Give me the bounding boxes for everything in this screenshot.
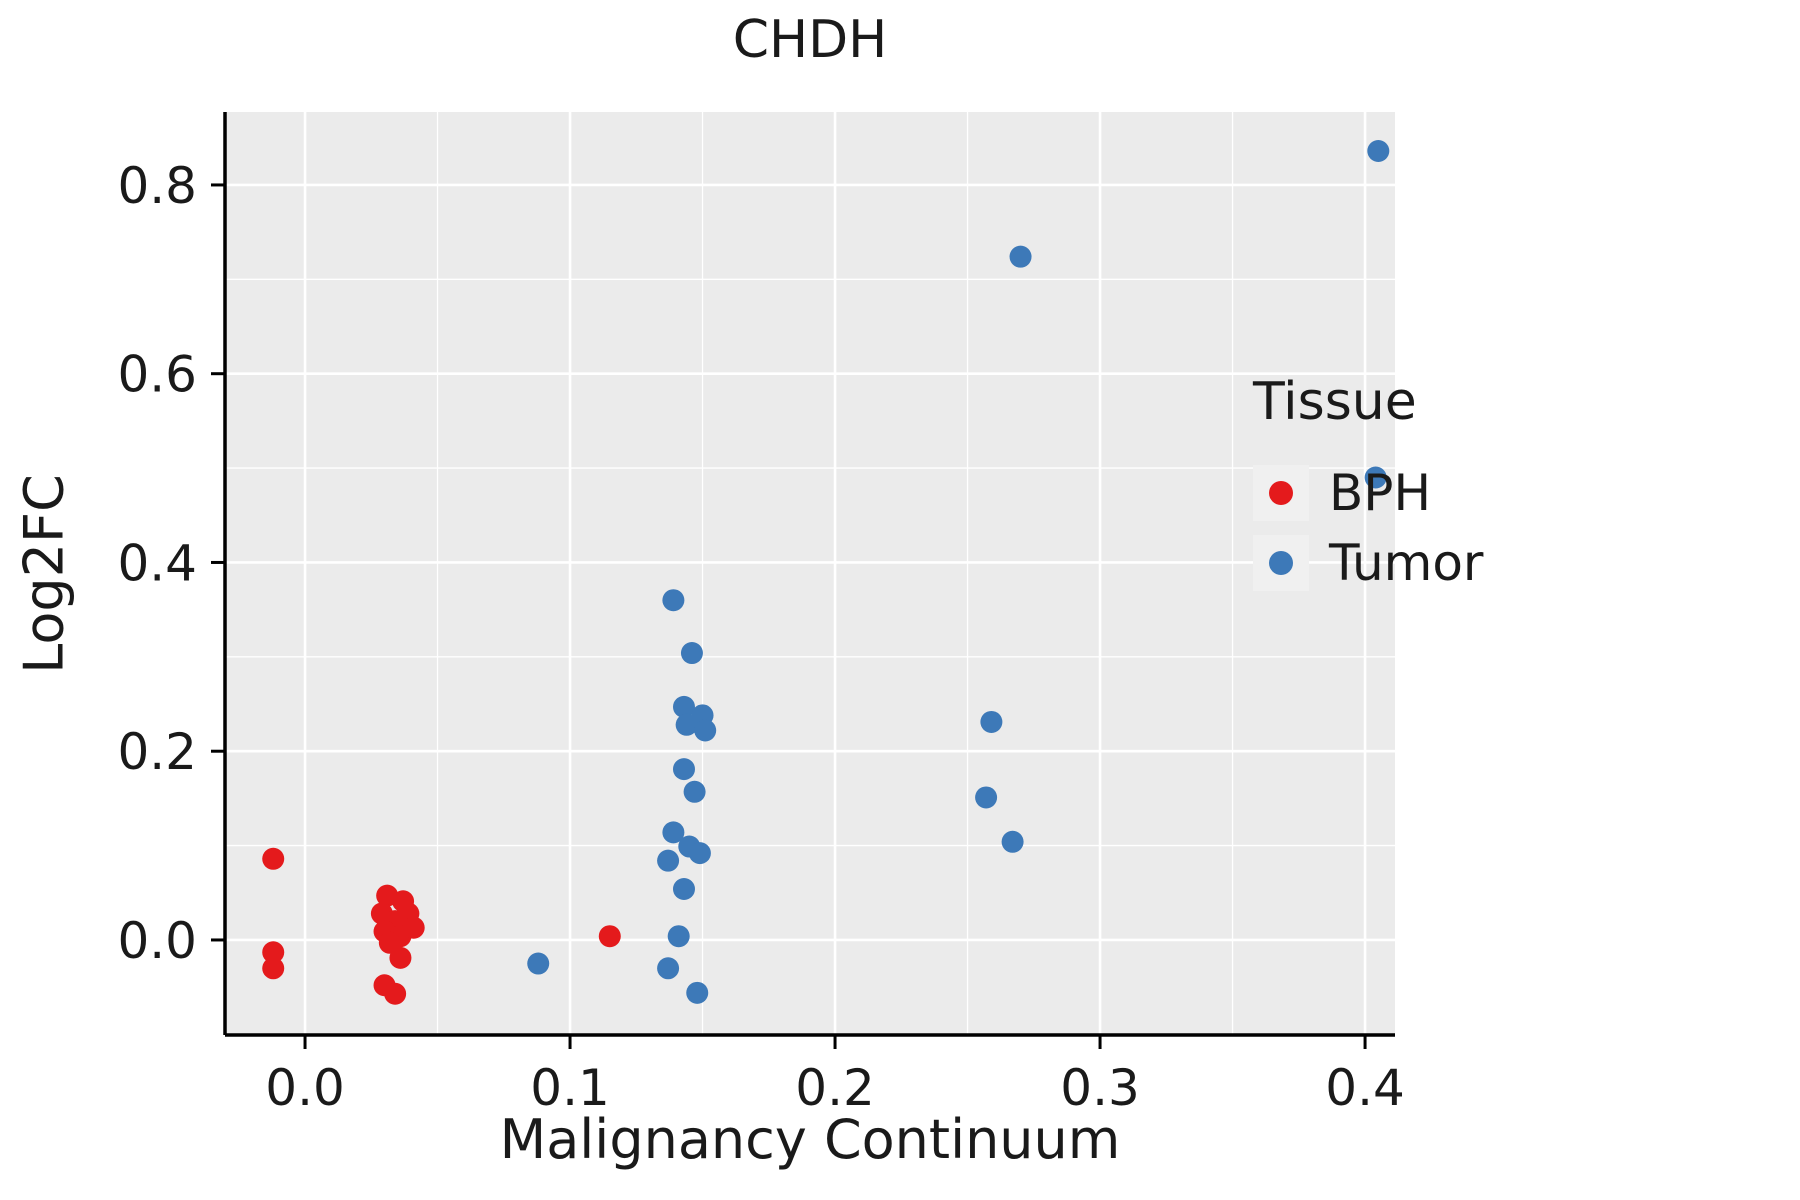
data-point-tumor: [662, 821, 685, 844]
data-point-tumor: [680, 642, 703, 665]
data-point-tumor: [667, 925, 690, 948]
data-point-tumor: [975, 786, 998, 809]
legend-key-tumor: [1253, 535, 1309, 591]
y-tick-label: 0.4: [117, 534, 197, 592]
x-tick-label: 0.1: [530, 1059, 610, 1117]
data-point-tumor: [1009, 245, 1032, 268]
y-tick-label: 0.2: [117, 723, 197, 781]
data-point-bph: [389, 946, 412, 969]
y-axis-label: Log2FC: [12, 474, 76, 674]
y-tick-label: 0.0: [117, 912, 197, 970]
legend-label-bph: BPH: [1329, 464, 1432, 522]
legend-item-bph: BPH: [1253, 458, 1484, 528]
data-point-tumor: [527, 952, 550, 975]
data-point-tumor: [657, 849, 680, 872]
data-point-bph: [402, 916, 425, 939]
data-point-tumor: [686, 981, 709, 1004]
x-tick-label: 0.2: [795, 1059, 875, 1117]
legend-item-tumor: Tumor: [1253, 528, 1484, 598]
legend-key-bph: [1253, 465, 1309, 521]
x-tick-label: 0.0: [265, 1059, 345, 1117]
data-point-bph: [384, 982, 407, 1005]
legend-label-tumor: Tumor: [1329, 534, 1484, 592]
panel-background: [225, 112, 1395, 1035]
data-point-tumor: [675, 713, 698, 736]
data-point-tumor: [672, 877, 695, 900]
data-point-bph: [262, 957, 285, 980]
x-tick-label: 0.3: [1060, 1059, 1140, 1117]
data-point-tumor: [1367, 139, 1390, 162]
data-point-tumor: [672, 758, 695, 781]
data-point-tumor: [672, 695, 695, 718]
data-point-bph: [262, 941, 285, 964]
data-point-tumor: [688, 842, 711, 865]
data-point-bph: [262, 847, 285, 870]
data-point-tumor: [657, 957, 680, 980]
data-point-tumor: [662, 589, 685, 612]
legend-marker-bph-icon: [1269, 481, 1293, 505]
data-point-bph: [598, 925, 621, 948]
legend: Tissue BPH Tumor: [1253, 372, 1484, 598]
legend-title: Tissue: [1253, 372, 1417, 432]
x-tick-label: 0.4: [1325, 1059, 1405, 1117]
chart-title: CHDH: [732, 10, 888, 70]
data-point-tumor: [1364, 466, 1387, 489]
x-axis-label: Malignancy Continuum: [499, 1108, 1121, 1171]
data-point-tumor: [1001, 830, 1024, 853]
data-point-tumor: [694, 719, 717, 742]
data-point-tumor: [683, 780, 706, 803]
data-point-tumor: [980, 710, 1003, 733]
y-tick-label: 0.6: [117, 346, 197, 404]
y-tick-label: 0.8: [117, 157, 197, 215]
legend-marker-tumor-icon: [1269, 551, 1293, 575]
